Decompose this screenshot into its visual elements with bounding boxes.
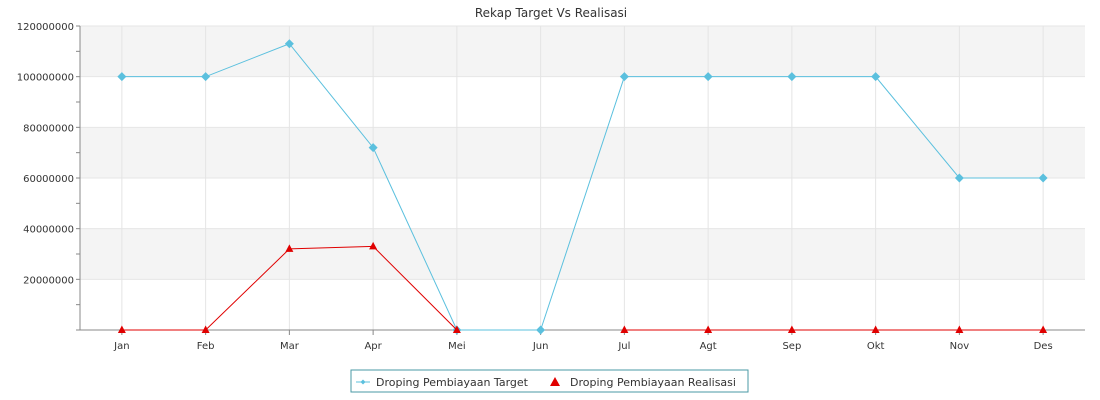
data-point[interactable] bbox=[620, 325, 629, 334]
data-point[interactable] bbox=[955, 325, 964, 334]
x-axis-ticks: Jan Feb Mar Apr Mei Jun Jul Agt Sep Okt Nov Des bbox=[113, 341, 1052, 352]
legend-label-realisasi: Droping Pembiayaan Realisasi bbox=[570, 376, 736, 389]
x-tick-label: Nov bbox=[950, 341, 970, 352]
data-point[interactable] bbox=[619, 72, 629, 82]
x-tick-label: Jan bbox=[113, 341, 129, 352]
data-point[interactable] bbox=[1039, 325, 1048, 334]
x-tick-label: Mar bbox=[280, 341, 300, 352]
x-tick-label: Okt bbox=[867, 341, 885, 352]
plot-band bbox=[80, 26, 1085, 77]
plot-band bbox=[80, 76, 1085, 128]
y-tick-label: 20000000 bbox=[23, 275, 74, 286]
x-tick-label: Mei bbox=[448, 341, 466, 352]
data-point[interactable] bbox=[704, 325, 713, 334]
x-tick-label: Agt bbox=[700, 341, 717, 352]
legend-marker-target-icon bbox=[360, 379, 366, 385]
legend: Droping Pembiayaan Target Droping Pembia… bbox=[350, 369, 749, 393]
x-tick-label: Feb bbox=[197, 341, 215, 352]
legend-item-realisasi[interactable]: Droping Pembiayaan Realisasi bbox=[550, 376, 736, 389]
legend-marker-realisasi-icon bbox=[550, 377, 560, 386]
series-layer bbox=[117, 39, 1048, 335]
data-point[interactable] bbox=[201, 325, 210, 334]
x-tick-label: Jul bbox=[617, 341, 630, 352]
plot-band bbox=[80, 279, 1085, 330]
data-point[interactable] bbox=[954, 173, 964, 183]
data-point[interactable] bbox=[871, 325, 880, 334]
data-point[interactable] bbox=[452, 325, 461, 334]
data-point[interactable] bbox=[117, 325, 126, 334]
data-point[interactable] bbox=[368, 143, 378, 153]
y-tick-label: 60000000 bbox=[23, 174, 74, 185]
legend-box bbox=[350, 369, 749, 393]
plot-band bbox=[80, 228, 1085, 280]
data-point[interactable] bbox=[117, 72, 127, 82]
legend-label-target: Droping Pembiayaan Target bbox=[376, 376, 529, 389]
x-tick-label: Jun bbox=[532, 341, 549, 352]
data-point[interactable] bbox=[871, 72, 881, 82]
y-tick-label: 100000000 bbox=[17, 73, 74, 84]
data-point[interactable] bbox=[201, 72, 211, 82]
series-line bbox=[121, 43, 1044, 331]
y-tick-label: 80000000 bbox=[23, 123, 74, 134]
y-tick-label: 120000000 bbox=[17, 22, 74, 33]
data-point[interactable] bbox=[703, 72, 713, 82]
data-point[interactable] bbox=[284, 39, 294, 49]
legend-item-target[interactable]: Droping Pembiayaan Target bbox=[356, 376, 529, 389]
data-point[interactable] bbox=[536, 325, 546, 335]
plot-band bbox=[80, 127, 1085, 178]
chart-title: Rekap Target Vs Realisasi bbox=[475, 6, 627, 20]
x-tick-label: Des bbox=[1034, 341, 1053, 352]
x-tick-label: Apr bbox=[364, 341, 382, 352]
plot-bands bbox=[80, 25, 1085, 330]
data-point[interactable] bbox=[285, 244, 294, 252]
y-axis-ticks: 20000000 40000000 60000000 80000000 10000000… bbox=[17, 22, 74, 286]
series-1 bbox=[117, 241, 1048, 334]
y-tick-label: 40000000 bbox=[23, 225, 74, 236]
data-point[interactable] bbox=[787, 72, 797, 82]
data-point[interactable] bbox=[787, 325, 796, 334]
x-tick-label: Sep bbox=[782, 341, 801, 352]
data-point[interactable] bbox=[369, 241, 378, 250]
data-point[interactable] bbox=[1038, 173, 1048, 183]
